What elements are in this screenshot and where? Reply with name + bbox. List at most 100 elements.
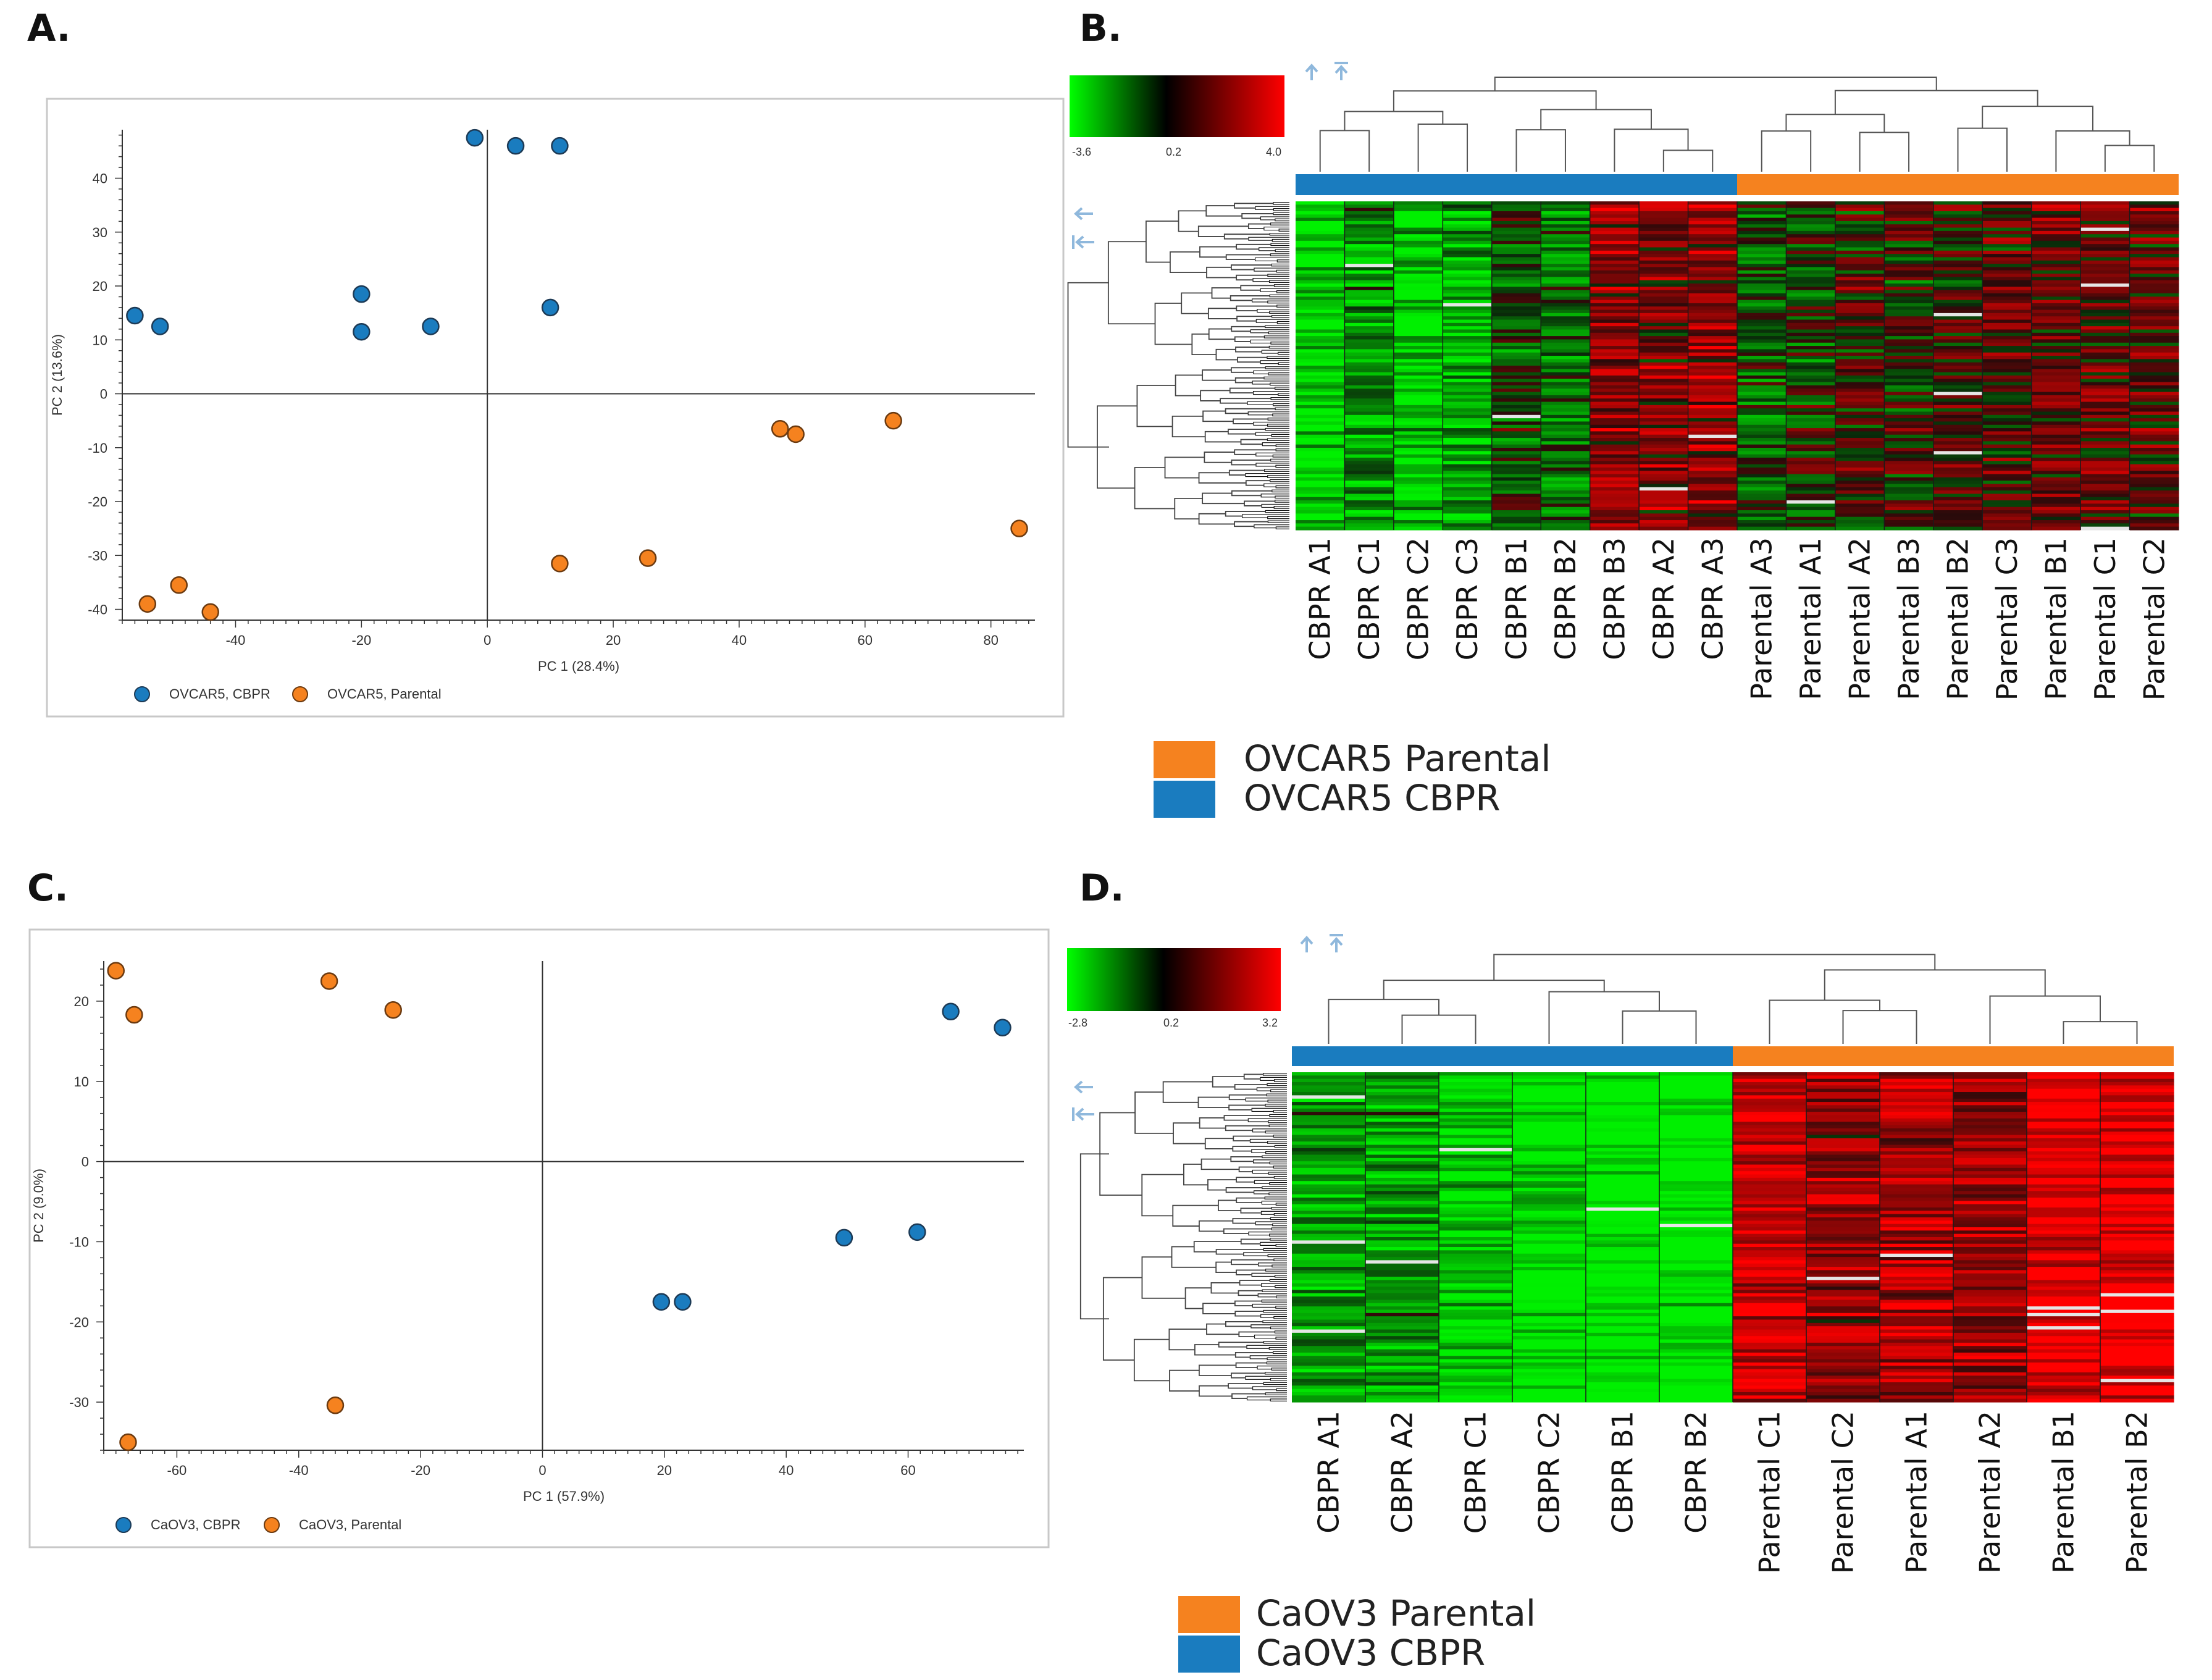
heatmap-cell (1933, 244, 1983, 248)
heatmap-cell (1541, 494, 1591, 498)
arrow-left-bar-icon[interactable] (1072, 235, 1094, 249)
heatmap-cell (1586, 1161, 1660, 1166)
heatmap-cell (2129, 424, 2179, 429)
row-dendrogram-branch (1267, 424, 1289, 427)
arrow-up-bar-icon[interactable] (1334, 62, 1348, 80)
heatmap-cell (1982, 214, 2032, 219)
heatmap-cell (1439, 1300, 1513, 1304)
heatmap-cell (2129, 523, 2179, 527)
heatmap-cell (1590, 392, 1640, 396)
heatmap-cell (1953, 1181, 2027, 1185)
color-scale-mid: 0.2 (1166, 146, 1181, 158)
heatmap-cell (1806, 1148, 1880, 1152)
heatmap-cell (1688, 211, 1738, 215)
heatmap-cell (1806, 1260, 1880, 1264)
heatmap-cell (1982, 339, 2032, 343)
heatmap-cell (1586, 1211, 1660, 1215)
heatmap-cell (1880, 1356, 1954, 1360)
arrow-left-bar-icon[interactable] (1072, 1107, 1094, 1121)
heatmap-cell (1806, 1293, 1880, 1297)
arrow-up-bar-icon[interactable] (1330, 934, 1343, 952)
heatmap-cell (1688, 349, 1738, 353)
heatmap-cell (2080, 293, 2130, 297)
heatmap-cell (1491, 316, 1541, 321)
heatmap-cell (1439, 1339, 1513, 1343)
heatmap-cell (1296, 230, 1346, 235)
heatmap-cell (1541, 346, 1591, 350)
heatmap-cell (1292, 1392, 1366, 1396)
heatmap-cell (1659, 1227, 1733, 1231)
row-dendrogram-branch (1191, 333, 1217, 356)
y-tick-label: 0 (82, 1154, 89, 1170)
heatmap-cell (1439, 1138, 1513, 1142)
heatmap-cell (1439, 1359, 1513, 1363)
heatmap-cell (1982, 208, 2032, 212)
heatmap-cell (2129, 300, 2179, 304)
heatmap-cell (1491, 401, 1541, 406)
heatmap-cell (1512, 1369, 1586, 1373)
heatmap-cell (1344, 326, 1394, 330)
heatmap-cell (1439, 1349, 1513, 1353)
heatmap-cell (1806, 1151, 1880, 1156)
heatmap-cell (2100, 1379, 2174, 1383)
heatmap-cell (1344, 448, 1394, 452)
heatmap-cell (1439, 1177, 1513, 1182)
heatmap-cell (1737, 395, 1787, 399)
heatmap-cell (1688, 487, 1738, 491)
row-dendrogram-branch (1255, 463, 1289, 467)
arrow-left-icon[interactable] (1074, 207, 1093, 220)
heatmap-cell (1512, 1141, 1586, 1146)
row-dendrogram-branch (1154, 303, 1192, 345)
color-scale-bar (1067, 948, 1281, 1011)
heatmap-cell (1733, 1293, 1807, 1297)
heatmap-cell (1982, 513, 2032, 518)
heatmap-cell (1933, 247, 1983, 251)
heatmap-cell (1393, 434, 1443, 439)
heatmap-cell (1512, 1395, 1586, 1400)
heatmap-cell (1365, 1352, 1439, 1356)
heatmap-cell (1933, 240, 1983, 245)
heatmap-cell (2080, 516, 2130, 521)
heatmap-cell (1733, 1115, 1807, 1119)
arrow-up-icon[interactable] (1305, 64, 1318, 80)
heatmap-cell (1786, 201, 1836, 205)
data-point-parental (639, 549, 657, 567)
heatmap-cell (1933, 290, 1983, 294)
heatmap-cell (2129, 349, 2179, 353)
heatmap-cell (1443, 388, 1493, 393)
heatmap-cell (1835, 267, 1885, 271)
heatmap-cell (1365, 1342, 1439, 1346)
heatmap-cell (2027, 1329, 2101, 1334)
heatmap-cell (2129, 359, 2179, 363)
row-dendrogram-branch (1269, 1182, 1287, 1185)
heatmap-cell (2080, 309, 2130, 314)
arrow-up-icon[interactable] (1300, 936, 1313, 952)
heatmap-cell (2129, 520, 2179, 524)
heatmap-cell (1688, 523, 1738, 527)
heatmap-cell (1982, 457, 2032, 461)
heatmap-cell (1835, 264, 1885, 267)
heatmap-cell (2027, 1085, 2101, 1090)
heatmap-cell (1933, 369, 1983, 373)
heatmap-cell (1344, 339, 1394, 343)
heatmap-cell (1953, 1382, 2027, 1386)
heatmap-cell (1296, 464, 1346, 468)
heatmap-cell (1443, 431, 1493, 435)
heatmap-cell (1880, 1151, 1954, 1156)
heatmap-cell (1737, 379, 1787, 383)
heatmap-cell (1586, 1085, 1660, 1090)
heatmap-cell (1443, 513, 1493, 518)
heatmap-cell (1733, 1098, 1807, 1102)
heatmap-cell (1439, 1372, 1513, 1376)
heatmap-cell (1586, 1171, 1660, 1175)
heatmap-cell (1806, 1366, 1880, 1370)
heatmap-cell (1292, 1309, 1366, 1314)
heatmap-cell (1491, 214, 1541, 219)
heatmap-cell (1688, 438, 1738, 442)
heatmap-cell (1880, 1369, 1954, 1373)
arrow-left-icon[interactable] (1074, 1080, 1093, 1094)
dendrogram-branch (1515, 129, 1566, 172)
row-dendrogram-branch (1183, 1164, 1208, 1186)
data-point-cbpr (674, 1293, 692, 1311)
heatmap-cell (2027, 1339, 2101, 1343)
